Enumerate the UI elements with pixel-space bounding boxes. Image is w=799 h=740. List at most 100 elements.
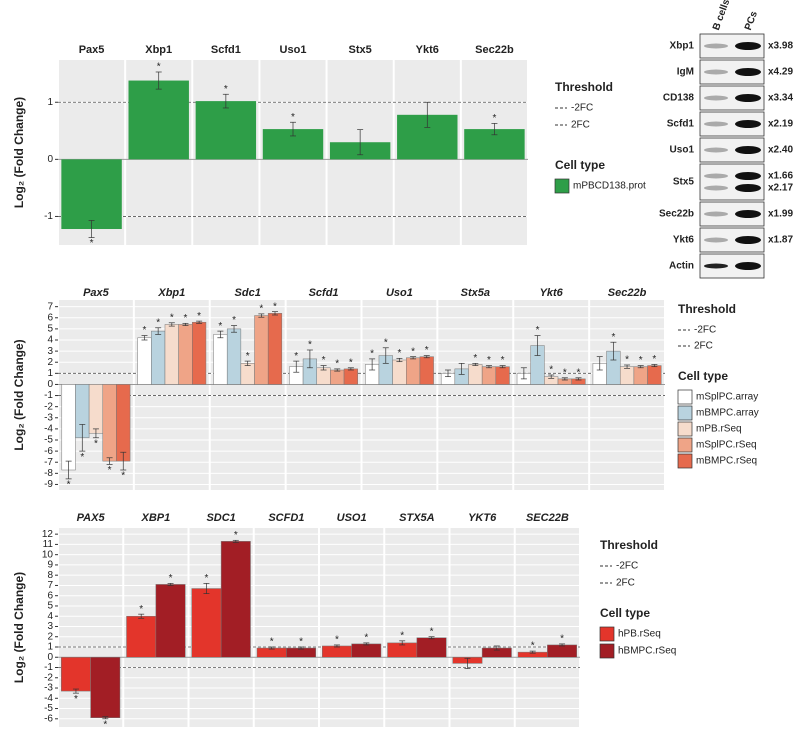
significance-label: * xyxy=(121,471,125,482)
error-bar xyxy=(529,650,536,654)
significance-label: * xyxy=(234,530,238,541)
legend-swatch xyxy=(599,643,615,659)
error-bar xyxy=(610,341,617,361)
significance-label: * xyxy=(273,301,277,312)
facet-label: Stx5 xyxy=(349,44,372,56)
error-bar xyxy=(196,320,203,324)
blot-band xyxy=(735,94,761,102)
fold-label: x2.17 xyxy=(768,183,793,194)
bar xyxy=(647,365,662,385)
significance-label: * xyxy=(139,604,143,615)
y-tick-label: 2 xyxy=(47,357,53,368)
legend-swatch xyxy=(677,421,693,437)
bar xyxy=(128,80,189,160)
y-tick-label: 4 xyxy=(47,335,53,346)
bar xyxy=(419,356,434,385)
error-bar xyxy=(222,93,229,109)
bar xyxy=(633,366,648,385)
fold-label: x3.98 xyxy=(768,41,793,52)
legend-label: 2FC xyxy=(616,578,635,589)
significance-label: * xyxy=(492,113,496,124)
significance-label: * xyxy=(549,365,553,376)
y-tick-label: -5 xyxy=(44,435,53,446)
legend-label: mBMPC.array xyxy=(696,408,759,419)
error-bar xyxy=(458,362,465,375)
error-bar xyxy=(272,311,279,316)
bar xyxy=(406,357,421,385)
error-bar xyxy=(231,325,238,333)
error-bar xyxy=(92,428,99,439)
bar xyxy=(126,615,157,658)
significance-label: * xyxy=(67,480,71,491)
error-bar xyxy=(258,313,265,318)
legend-label: -2FC xyxy=(571,103,593,114)
error-bar xyxy=(203,583,210,594)
legend-swatch xyxy=(554,178,570,194)
legend-swatch xyxy=(677,437,693,453)
y-tick-label: -3 xyxy=(44,683,53,694)
blot-band xyxy=(704,121,728,127)
legend-title: Threshold xyxy=(678,302,736,316)
error-bar xyxy=(155,327,162,335)
facet-panel xyxy=(320,528,384,727)
facet-label: USO1 xyxy=(337,512,367,524)
y-tick-label: -3 xyxy=(44,412,53,423)
error-bar xyxy=(399,640,406,646)
y-tick-label: 6 xyxy=(47,312,53,323)
blot-band xyxy=(735,236,761,244)
significance-label: * xyxy=(370,349,374,360)
bar xyxy=(256,647,287,658)
error-bar xyxy=(491,123,498,136)
bar xyxy=(351,643,382,658)
significance-label: * xyxy=(625,355,629,366)
facet-label: Sec22b xyxy=(475,44,514,56)
facet-label: XBP1 xyxy=(141,512,171,524)
y-tick-label: 1 xyxy=(47,97,53,108)
bar xyxy=(178,324,193,385)
facet-label: Xbp1 xyxy=(145,44,172,56)
legend-swatch xyxy=(677,389,693,405)
bar xyxy=(102,384,117,462)
significance-label: * xyxy=(501,355,505,366)
facet-label: STX5A xyxy=(399,512,435,524)
bar xyxy=(116,384,131,462)
y-tick-label: -1 xyxy=(44,211,53,222)
significance-label: * xyxy=(143,325,147,336)
error-bar xyxy=(548,374,555,379)
y-axis-label: Log₂ (Fold Change) xyxy=(12,97,26,208)
legend-label: -2FC xyxy=(616,561,638,572)
significance-label: * xyxy=(259,304,263,315)
blot-band xyxy=(735,184,761,192)
blot-band xyxy=(735,210,761,218)
significance-label: * xyxy=(577,367,581,378)
significance-label: * xyxy=(411,346,415,357)
error-bar xyxy=(268,646,275,650)
error-bar xyxy=(244,360,251,366)
error-bar xyxy=(520,367,527,380)
facet-label: Ykt6 xyxy=(540,287,564,299)
significance-label: * xyxy=(349,357,353,368)
bar xyxy=(155,584,186,658)
blot-band xyxy=(704,69,728,75)
y-tick-label: 0 xyxy=(47,379,53,390)
bar xyxy=(226,328,242,385)
legend-label: 2FC xyxy=(694,341,713,352)
significance-label: * xyxy=(270,637,274,648)
error-bar xyxy=(217,330,224,339)
error-bar xyxy=(363,642,370,646)
bar xyxy=(392,359,407,385)
facet-panel xyxy=(450,528,514,727)
legend-title: Cell type xyxy=(555,158,605,172)
blot-row-label: Scfd1 xyxy=(667,119,695,130)
significance-label: * xyxy=(224,84,228,95)
blot-band xyxy=(704,95,728,101)
y-tick-label: -8 xyxy=(44,468,53,479)
bar xyxy=(267,313,283,385)
facet-label: Sec22b xyxy=(608,287,647,299)
fold-label: x1.66 xyxy=(768,171,793,182)
facet-panel xyxy=(254,528,318,727)
significance-label: * xyxy=(218,321,222,332)
bar xyxy=(416,637,447,658)
facet-panel xyxy=(514,300,589,490)
y-tick-label: 8 xyxy=(47,570,53,581)
